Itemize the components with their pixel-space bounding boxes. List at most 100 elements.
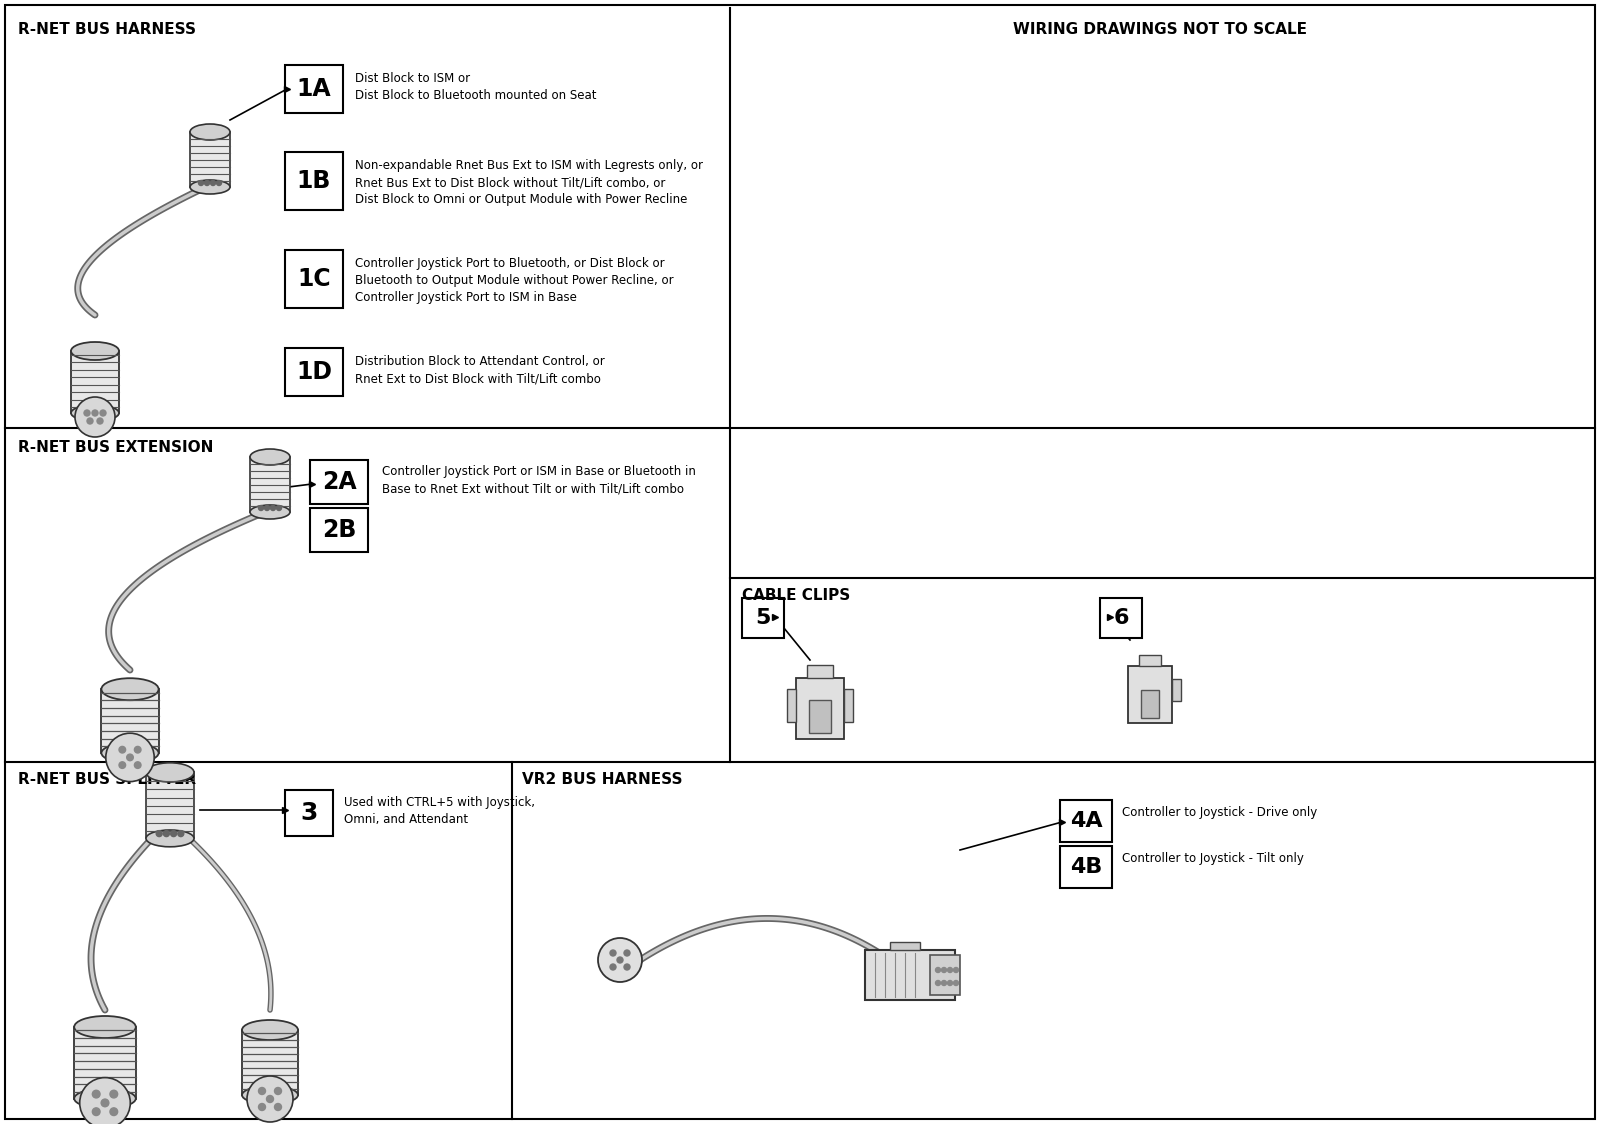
Bar [866,950,955,1000]
Circle shape [93,1090,101,1098]
Text: Controller Joystick Port or ISM in Base or Bluetooth in
Base to Rnet Ext without: Controller Joystick Port or ISM in Base … [382,465,696,495]
Circle shape [134,762,141,769]
Bar [742,598,784,638]
Bar [285,790,333,836]
Ellipse shape [146,763,194,782]
Bar [101,689,158,753]
Ellipse shape [146,830,194,846]
Text: Controller to Joystick - Tilt only: Controller to Joystick - Tilt only [1122,852,1304,865]
Bar [242,1030,298,1095]
Circle shape [101,1099,109,1107]
Circle shape [134,746,141,753]
Bar [1059,800,1112,842]
Circle shape [598,939,642,982]
Bar [74,1027,136,1098]
Circle shape [98,418,102,424]
Circle shape [118,762,125,769]
Bar [1171,679,1181,701]
Ellipse shape [70,405,118,422]
Circle shape [157,831,162,836]
Text: 1A: 1A [296,78,331,101]
Circle shape [126,754,133,761]
Circle shape [954,968,958,972]
Text: 5: 5 [755,608,771,628]
Circle shape [99,410,106,416]
Circle shape [259,1088,266,1095]
Text: R-NET BUS SPLITTER: R-NET BUS SPLITTER [18,772,197,787]
Bar [285,348,342,396]
Bar [190,132,230,187]
Text: 4A: 4A [1070,812,1102,831]
Ellipse shape [242,1019,298,1040]
Circle shape [211,181,216,185]
Bar [310,508,368,552]
Circle shape [947,968,952,972]
FancyBboxPatch shape [1128,665,1171,723]
Circle shape [947,980,952,986]
Ellipse shape [101,743,158,763]
Circle shape [93,410,98,416]
Text: 4B: 4B [1070,856,1102,877]
Circle shape [941,980,947,986]
Circle shape [86,418,93,424]
Circle shape [163,831,170,836]
Text: Used with CTRL+5 with Joystick,
Omni, and Attendant: Used with CTRL+5 with Joystick, Omni, an… [344,796,534,826]
Circle shape [171,831,176,836]
Circle shape [75,397,115,437]
Text: WIRING DRAWINGS NOT TO SCALE: WIRING DRAWINGS NOT TO SCALE [1013,22,1307,37]
Text: CABLE CLIPS: CABLE CLIPS [742,588,850,602]
Bar [146,772,194,839]
Circle shape [618,957,622,963]
Bar [250,457,290,513]
Bar [810,700,830,733]
Circle shape [80,1078,130,1124]
Circle shape [259,506,264,510]
Circle shape [216,181,221,185]
Circle shape [110,1108,118,1115]
Bar [890,942,920,950]
Circle shape [110,1090,118,1098]
Circle shape [275,1088,282,1095]
Text: 6: 6 [1114,608,1128,628]
Text: 3: 3 [301,801,318,825]
Bar [285,65,342,114]
Circle shape [941,968,947,972]
FancyBboxPatch shape [795,678,845,738]
Circle shape [198,181,203,185]
Text: Controller to Joystick - Drive only: Controller to Joystick - Drive only [1122,806,1317,819]
Ellipse shape [101,678,158,700]
Ellipse shape [250,505,290,519]
Circle shape [259,1104,266,1111]
Bar [845,689,853,722]
Circle shape [624,964,630,970]
Ellipse shape [250,448,290,465]
Bar [787,689,795,722]
Circle shape [205,181,210,185]
Bar [806,664,834,678]
Circle shape [270,506,275,510]
Circle shape [275,1104,282,1111]
Ellipse shape [74,1016,136,1037]
Text: R-NET BUS HARNESS: R-NET BUS HARNESS [18,22,195,37]
Text: 1D: 1D [296,360,333,384]
Bar [285,152,342,210]
Text: Controller Joystick Port to Bluetooth, or Dist Block or
Bluetooth to Output Modu: Controller Joystick Port to Bluetooth, o… [355,257,674,303]
Circle shape [610,950,616,957]
Ellipse shape [70,342,118,360]
Ellipse shape [190,180,230,194]
Circle shape [178,831,184,836]
Text: 2B: 2B [322,518,357,542]
Text: Dist Block to ISM or
Dist Block to Bluetooth mounted on Seat: Dist Block to ISM or Dist Block to Bluet… [355,72,597,102]
Text: Non-expandable Rnet Bus Ext to ISM with Legrests only, or
Rnet Bus Ext to Dist B: Non-expandable Rnet Bus Ext to ISM with … [355,158,702,206]
Circle shape [277,506,282,510]
Circle shape [610,964,616,970]
Text: Distribution Block to Attendant Control, or
Rnet Ext to Dist Block with Tilt/Lif: Distribution Block to Attendant Control,… [355,355,605,386]
Text: R-NET BUS EXTENSION: R-NET BUS EXTENSION [18,439,213,455]
Text: 1C: 1C [298,268,331,291]
Bar [1139,655,1162,665]
Circle shape [118,746,125,753]
Circle shape [93,1108,101,1115]
Circle shape [936,980,941,986]
Bar [1101,598,1142,638]
Circle shape [936,968,941,972]
